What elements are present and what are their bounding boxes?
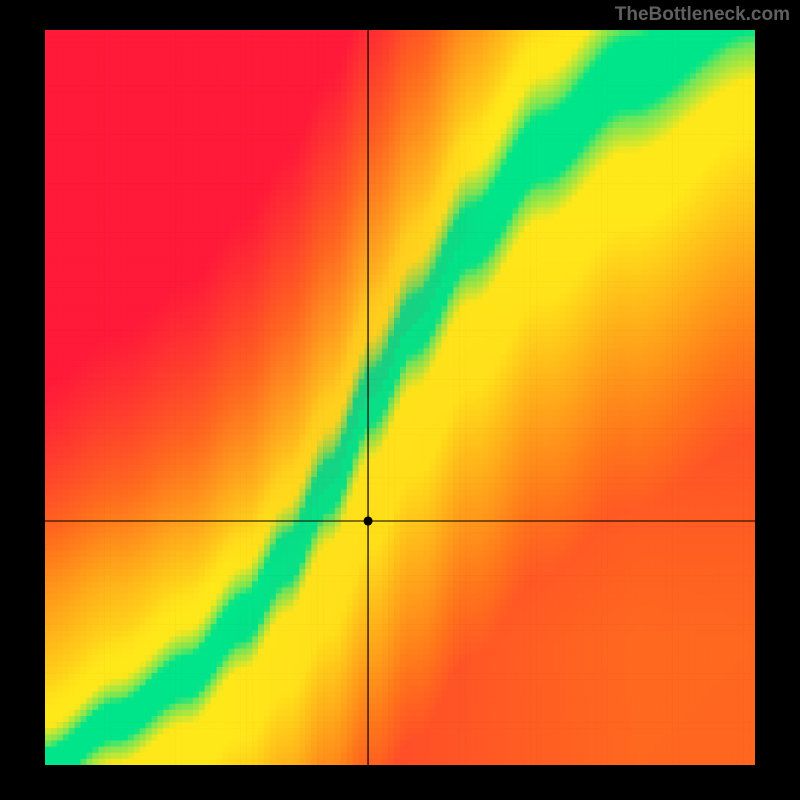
heatmap-canvas [45, 30, 755, 765]
watermark-text: TheBottleneck.com [615, 4, 790, 26]
plot-area [45, 30, 755, 765]
chart-container: TheBottleneck.com [0, 0, 800, 800]
